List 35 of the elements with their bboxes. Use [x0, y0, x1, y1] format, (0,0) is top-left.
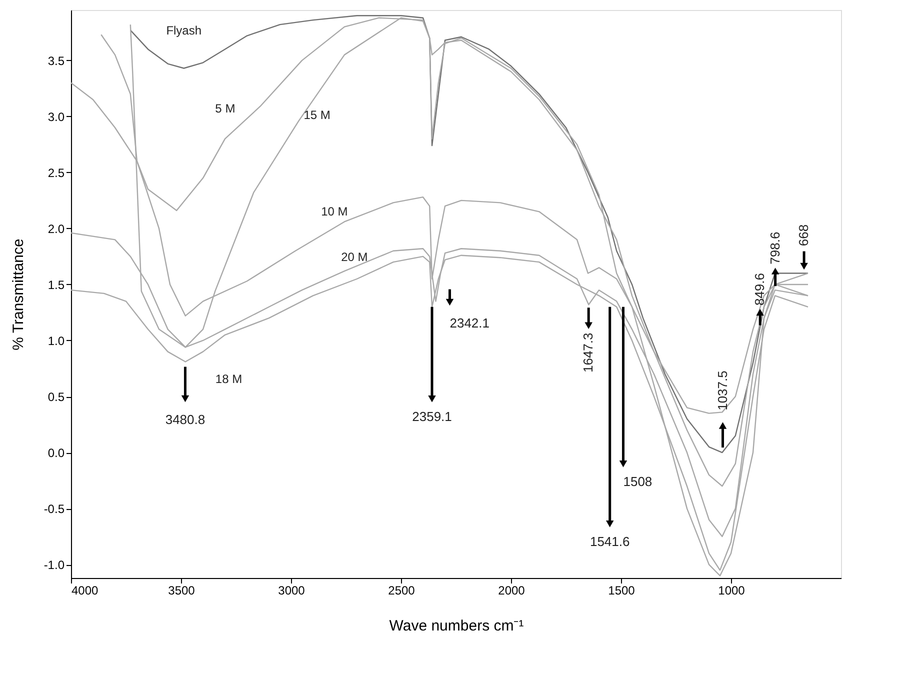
y-tick-label: 1.5	[48, 278, 65, 292]
series-label: 5 M	[215, 101, 236, 116]
annotation: 798.6	[767, 232, 782, 264]
x-tick-label: 3000	[278, 584, 306, 598]
y-tick-label: 2.0	[48, 222, 65, 236]
x-tick-label: 2000	[498, 584, 526, 598]
x-tick-label: 2500	[388, 584, 416, 598]
annotation: 1647.3	[580, 332, 596, 373]
x-tick-label: 3500	[168, 584, 196, 598]
series-label: 20 M	[341, 250, 368, 264]
x-tick-label: 4000	[72, 584, 99, 598]
y-tick-label: 3.5	[48, 54, 65, 68]
y-tick-label: 3.0	[48, 110, 65, 124]
x-tick-label: 1000	[718, 584, 746, 598]
y-tick-label: -0.5	[44, 502, 65, 516]
x-tick-label: 1500	[608, 584, 636, 598]
y-tick-label: 0.5	[48, 390, 65, 404]
y-tick-label: 1.0	[48, 334, 65, 348]
annotation: 1541.6	[590, 534, 630, 549]
annotation: 668	[796, 224, 812, 246]
series-label: 10 M	[321, 204, 348, 219]
series-label: Flyash	[166, 23, 202, 38]
y-tick-label: -1.0	[44, 558, 65, 572]
annotation: 1508	[623, 474, 652, 489]
y-tick-label: 0.0	[48, 446, 65, 460]
annotation: 2342.1	[450, 315, 490, 330]
annotation: 3480.8	[165, 412, 206, 427]
annotation: 1037.5	[714, 370, 730, 410]
x-axis-title: Wave numbers cm⁻¹	[389, 618, 524, 634]
series-label: 15 M	[304, 108, 330, 122]
y-tick-label: 2.5	[48, 166, 65, 180]
series-label: 18 M	[215, 372, 242, 386]
y-axis-title: % Transmittance	[10, 238, 27, 350]
annotation: 2359.1	[412, 408, 452, 424]
annotation: 849.6	[752, 273, 768, 306]
